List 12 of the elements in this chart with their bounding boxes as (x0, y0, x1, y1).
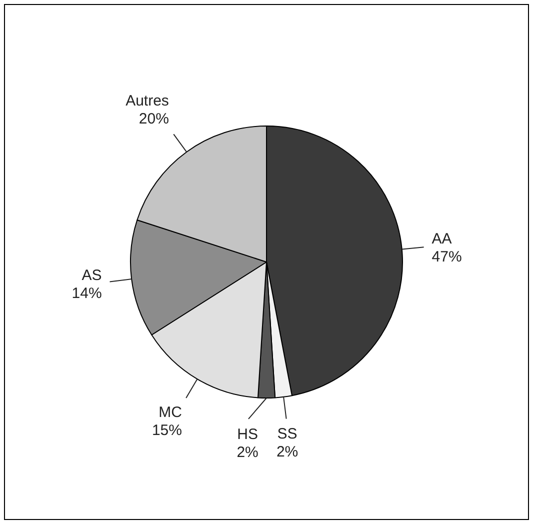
data-label: 15% (152, 422, 182, 439)
slice-label: SS (277, 426, 298, 443)
slice-label: AA (432, 230, 452, 248)
data-label: 47% (432, 248, 462, 266)
data-label: 2% (276, 444, 298, 461)
slice-label: MC (158, 404, 182, 421)
slice-label: HS (237, 426, 258, 443)
data-label: 2% (236, 444, 258, 461)
data-label: 20% (138, 110, 169, 128)
slice-label: AS (82, 266, 102, 284)
data-label: 14% (72, 284, 102, 302)
slice-label: Autres (126, 92, 169, 110)
